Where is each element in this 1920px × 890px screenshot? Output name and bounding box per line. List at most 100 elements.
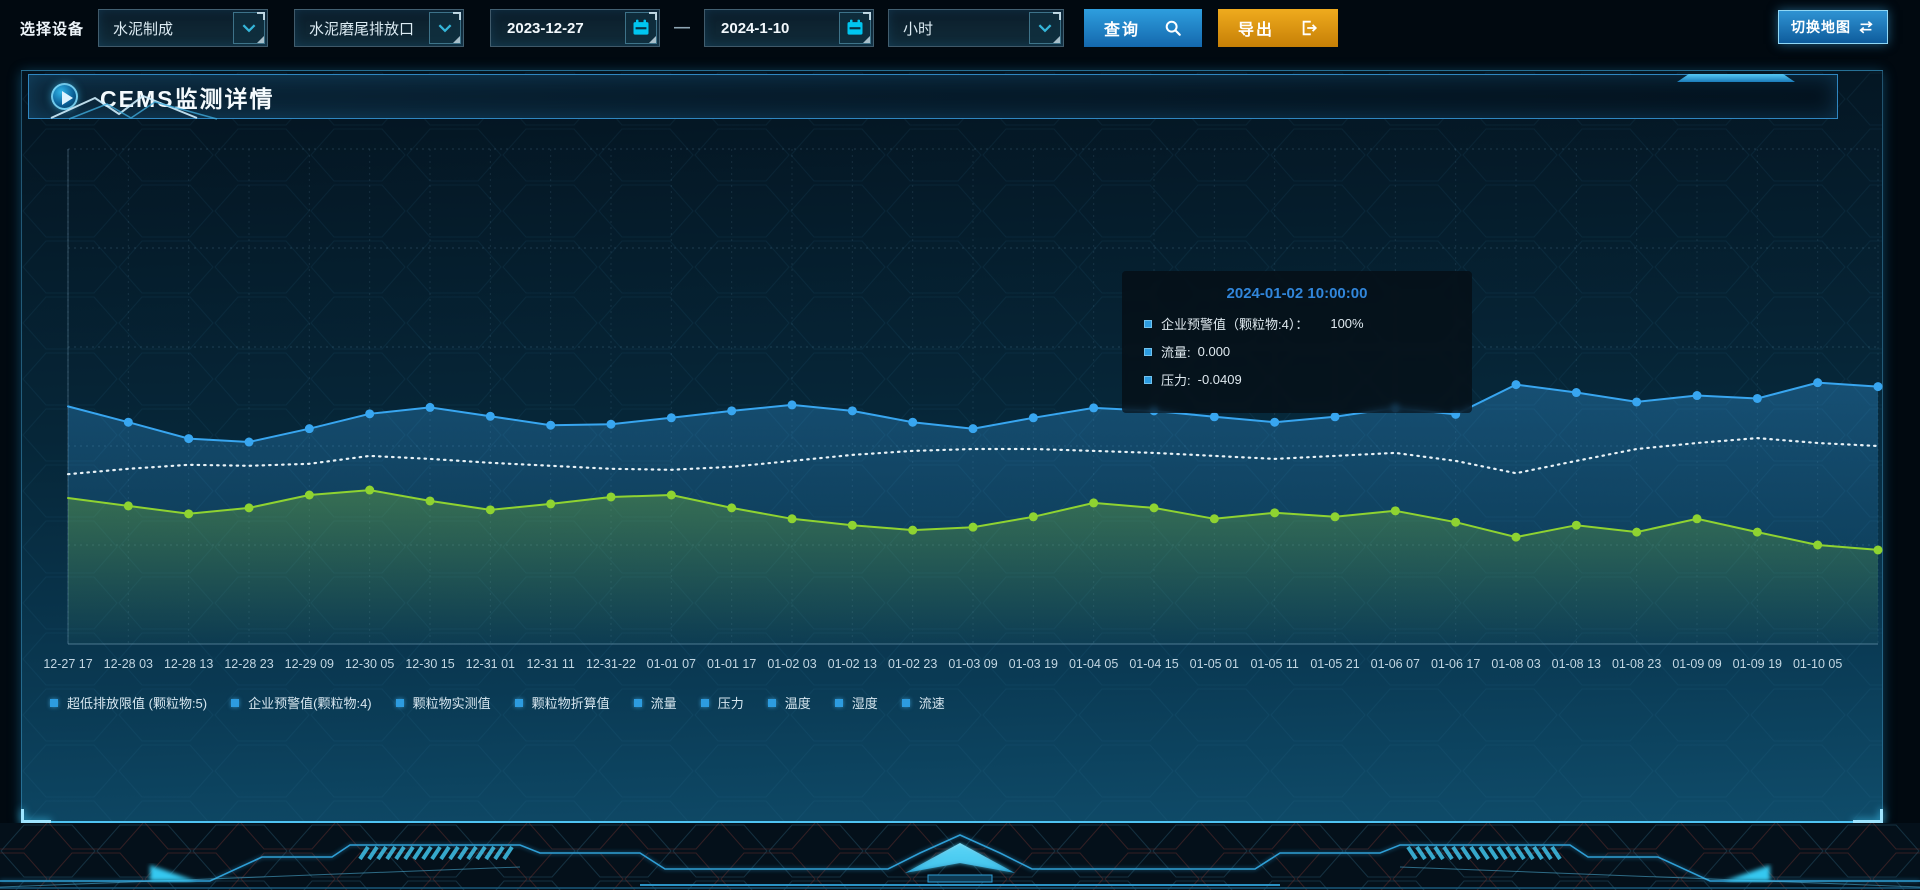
x-axis-label: 01-03 19 bbox=[1009, 657, 1058, 671]
legend-marker bbox=[50, 698, 58, 707]
tooltip-row-value: 100% bbox=[1330, 316, 1364, 331]
x-axis-label: 01-06 17 bbox=[1431, 657, 1480, 671]
calendar-icon[interactable] bbox=[839, 12, 872, 44]
play-icon[interactable] bbox=[51, 83, 78, 110]
interval-select-value: 小时 bbox=[903, 20, 934, 38]
tooltip-row-label: 压力: bbox=[1161, 373, 1191, 388]
chevron-down-icon[interactable] bbox=[1029, 12, 1062, 44]
cems-panel: CEMS监测详情 12-27 17 12-28 03 12-28 13 12-28 2… bbox=[21, 70, 1883, 823]
legend-marker bbox=[633, 698, 642, 707]
chart-tooltip: 2024-01-02 10:00:00 企业预警值（颗粒物:4）： 100% 流… bbox=[1122, 271, 1472, 413]
tooltip-row: 流量: 0.000 bbox=[1144, 342, 1450, 361]
x-axis-label: 01-03 09 bbox=[948, 657, 997, 671]
legend-label: 流速 bbox=[918, 696, 945, 711]
x-axis-label: 01-09 19 bbox=[1733, 657, 1782, 671]
x-axis-label: 12-30 05 bbox=[345, 657, 394, 671]
tooltip-row: 企业预警值（颗粒物:4）： 100% bbox=[1144, 314, 1450, 333]
x-axis-label: 12-30 15 bbox=[405, 657, 454, 671]
query-button-label: 查询 bbox=[1104, 22, 1141, 39]
legend-item[interactable]: 超低排放限值 (颗粒物:5) bbox=[50, 693, 207, 712]
export-button-label: 导出 bbox=[1238, 22, 1275, 39]
x-axis-label: 01-08 03 bbox=[1491, 657, 1540, 671]
x-axis-label: 01-01 17 bbox=[707, 657, 756, 671]
legend-label: 温度 bbox=[784, 696, 811, 711]
tooltip-row-value: 0.000 bbox=[1197, 344, 1231, 359]
legend-marker bbox=[700, 698, 709, 707]
query-button[interactable]: 查询 bbox=[1084, 9, 1203, 47]
x-axis-label: 01-05 01 bbox=[1190, 657, 1239, 671]
legend-marker bbox=[767, 698, 776, 707]
swap-arrows-icon bbox=[1859, 20, 1873, 34]
legend-item[interactable]: 流速 bbox=[901, 693, 945, 712]
legend-marker bbox=[834, 698, 843, 707]
chart-legend: 超低排放限值 (颗粒物:5) 企业预警值(颗粒物:4) 颗粒物实测值 颗粒物折算值 流量… bbox=[50, 693, 945, 712]
legend-item[interactable]: 流量 bbox=[633, 693, 677, 712]
outlet-select[interactable]: 水泥磨尾排放口 bbox=[294, 9, 465, 47]
legend-marker bbox=[901, 698, 910, 707]
legend-marker bbox=[231, 698, 240, 707]
tooltip-row-label: 企业预警值（颗粒物:4）： bbox=[1161, 317, 1309, 332]
tooltip-row-value: -0.0409 bbox=[1197, 372, 1242, 387]
legend-label: 颗粒物折算值 bbox=[531, 696, 610, 711]
legend-item[interactable]: 颗粒物折算值 bbox=[514, 693, 610, 712]
x-axis-label: 12-31-22 bbox=[586, 657, 636, 671]
cems-line-chart[interactable]: 12-27 17 12-28 03 12-28 13 12-28 23 12-29 09… bbox=[22, 131, 1884, 676]
export-button[interactable]: 导出 bbox=[1218, 9, 1339, 47]
end-date-input[interactable]: 2024-1-10 bbox=[704, 9, 875, 47]
legend-label: 超低排放限值 (颗粒物:5) bbox=[67, 696, 208, 711]
page-title: CEMS监测详情 bbox=[100, 85, 275, 112]
x-axis-label: 01-01 07 bbox=[647, 657, 696, 671]
x-axis-label: 12-31 01 bbox=[466, 657, 515, 671]
legend-marker bbox=[514, 698, 523, 707]
tooltip-row-label: 流量: bbox=[1161, 345, 1191, 360]
legend-item[interactable]: 温度 bbox=[767, 693, 811, 712]
titlebar-accent-tab bbox=[1677, 74, 1795, 82]
tooltip-row: 压力: -0.0409 bbox=[1144, 370, 1450, 389]
panel-title-bar: CEMS监测详情 bbox=[28, 74, 1838, 120]
footer-decoration bbox=[0, 823, 1920, 890]
chevron-down-icon[interactable] bbox=[233, 12, 266, 44]
legend-item[interactable]: 压力 bbox=[700, 693, 744, 712]
tooltip-series-marker bbox=[1144, 347, 1152, 356]
panel-corner-accent bbox=[21, 809, 51, 823]
x-axis-label: 01-02 03 bbox=[767, 657, 816, 671]
chevron-down-icon[interactable] bbox=[429, 12, 462, 44]
start-date-value: 2023-12-27 bbox=[507, 19, 584, 37]
date-range-separator: — bbox=[674, 19, 691, 36]
tooltip-timestamp: 2024-01-02 10:00:00 bbox=[1226, 285, 1368, 302]
x-axis-label: 01-08 13 bbox=[1552, 657, 1601, 671]
legend-label: 流量 bbox=[650, 696, 677, 711]
outlet-select-value: 水泥磨尾排放口 bbox=[309, 20, 415, 38]
start-date-input[interactable]: 2023-12-27 bbox=[490, 9, 661, 47]
device-select[interactable]: 水泥制成 bbox=[98, 9, 269, 47]
device-select-label: 选择设备 bbox=[20, 20, 85, 38]
search-icon bbox=[1165, 20, 1181, 36]
x-axis-label: 12-29 09 bbox=[285, 657, 334, 671]
x-axis-label: 01-10 05 bbox=[1793, 657, 1842, 671]
x-axis-label: 01-08 23 bbox=[1612, 657, 1661, 671]
legend-item[interactable]: 颗粒物实测值 bbox=[395, 693, 491, 712]
x-axis-label: 01-06 07 bbox=[1371, 657, 1420, 671]
legend-item[interactable]: 企业预警值(颗粒物:4) bbox=[231, 693, 372, 712]
legend-label: 压力 bbox=[717, 696, 744, 711]
panel-corner-accent bbox=[1853, 809, 1883, 823]
x-axis-label: 01-04 05 bbox=[1069, 657, 1118, 671]
toolbar: 选择设备 水泥制成 水泥磨尾排放口 2023-12-27 — 2024-1-10 bbox=[20, 8, 1900, 48]
x-axis-label: 12-31 11 bbox=[526, 657, 574, 671]
x-axis-label: 12-28 03 bbox=[104, 657, 153, 671]
end-date-value: 2024-1-10 bbox=[721, 19, 790, 37]
interval-select[interactable]: 小时 bbox=[888, 9, 1065, 47]
x-axis-label: 01-04 15 bbox=[1129, 657, 1178, 671]
x-axis-label: 01-09 09 bbox=[1672, 657, 1721, 671]
switch-map-button[interactable]: 切换地图 bbox=[1778, 10, 1888, 44]
x-axis-label: 12-28 13 bbox=[164, 657, 213, 671]
calendar-icon[interactable] bbox=[625, 12, 658, 44]
legend-marker bbox=[395, 698, 404, 707]
legend-item[interactable]: 湿度 bbox=[834, 693, 878, 712]
x-axis-label: 01-05 11 bbox=[1250, 657, 1298, 671]
x-axis-label: 12-27 17 bbox=[43, 657, 92, 671]
device-select-value: 水泥制成 bbox=[113, 20, 174, 38]
x-axis-label: 12-28 23 bbox=[224, 657, 273, 671]
x-axis-label: 01-02 13 bbox=[828, 657, 877, 671]
